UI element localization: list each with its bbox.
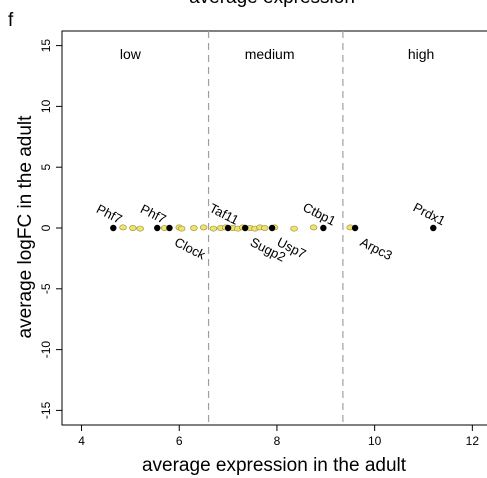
highlighted-gene-point xyxy=(224,224,232,232)
gene-point xyxy=(119,224,127,231)
x-tick-label: 12 xyxy=(466,434,480,448)
gene-label: Clock xyxy=(172,234,208,262)
highlighted-gene-point xyxy=(166,224,173,232)
y-tick-label: 5 xyxy=(39,164,53,171)
gene-label: Phf7 xyxy=(94,201,125,227)
chart-title-fragment: average expression xyxy=(189,0,355,8)
gene-label: Phf7 xyxy=(138,201,169,227)
x-axis-label: average expression in the adult xyxy=(142,455,407,476)
gene-label: Arpc3 xyxy=(358,234,395,263)
highlighted-gene-point xyxy=(320,224,327,232)
gene-point xyxy=(309,224,318,231)
region-label: low xyxy=(120,46,142,62)
y-axis-label: average logFC in the adult xyxy=(15,115,36,339)
gene-label: Taf11 xyxy=(207,200,241,227)
gene-point xyxy=(209,225,218,232)
gene-point xyxy=(199,224,208,231)
gene-point xyxy=(190,225,198,231)
x-tick-label: 10 xyxy=(368,434,382,448)
x-tick-label: 6 xyxy=(176,434,183,448)
gene-label: Ctbp1 xyxy=(301,199,339,228)
highlighted-gene-point xyxy=(351,224,359,232)
region-label: high xyxy=(408,46,434,62)
y-tick-label: -5 xyxy=(39,283,53,294)
y-tick-label: -15 xyxy=(39,401,53,419)
highlighted-gene-point xyxy=(430,224,437,232)
highlighted-gene-point xyxy=(241,224,249,232)
x-tick-label: 4 xyxy=(78,434,85,448)
gene-point xyxy=(290,225,298,232)
x-tick-label: 8 xyxy=(274,434,281,448)
y-tick-label: 0 xyxy=(39,224,53,231)
region-label: medium xyxy=(245,46,295,62)
gene-point xyxy=(136,225,144,232)
gene-point xyxy=(261,225,269,231)
highlighted-gene-point xyxy=(110,224,117,232)
highlighted-gene-point xyxy=(154,224,161,232)
gene-point xyxy=(177,225,186,232)
plot-area: low medium high 4 6 8 10 12 -15 -10 -5 0 5 10 15 Phf7 Ph… xyxy=(39,30,487,448)
highlighted-gene-point xyxy=(268,224,276,232)
y-tick-label: 10 xyxy=(39,99,53,113)
gene-point xyxy=(129,225,137,231)
y-tick-label: -10 xyxy=(39,341,53,359)
panel-label: f xyxy=(8,10,14,31)
gene-label: Prdx1 xyxy=(411,200,448,229)
y-tick-label: 15 xyxy=(39,39,53,53)
